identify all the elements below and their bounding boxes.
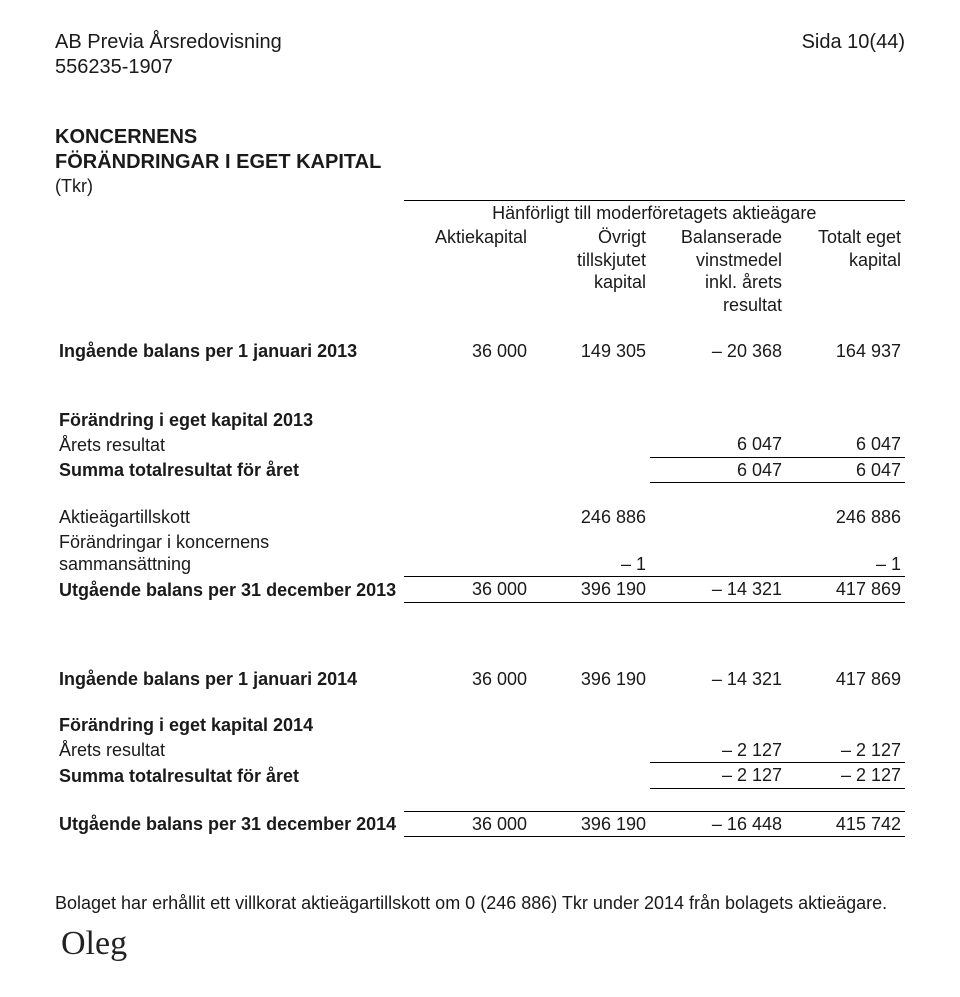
cell: 6 047 (786, 432, 905, 457)
cell: 164 937 (786, 339, 905, 364)
cell: 6 047 (650, 432, 786, 457)
col-head-c4-l1: Totalt eget (818, 227, 901, 247)
row-label: Utgående balans per 31 december 2014 (55, 811, 404, 837)
change-header-2014: Förändring i eget kapital 2014 (55, 713, 905, 738)
company-name: AB Previa Årsredovisning (55, 30, 282, 55)
row-label: Ingående balans per 1 januari 2014 (55, 667, 404, 692)
section-title-line1: KONCERNENS (55, 125, 905, 150)
col-head-balanserade: Balanserade vinstmedel inkl. årets resul… (650, 225, 786, 317)
cell: 36 000 (404, 577, 532, 603)
col-head-c3-l1: Balanserade (681, 227, 782, 247)
row-label: Utgående balans per 31 december 2013 (55, 577, 404, 603)
table-row: Förändring i eget kapital 2013 (55, 408, 905, 433)
table-row: Summa totalresultat för året 6 047 6 047 (55, 457, 905, 483)
col-head-totalt: Totalt eget kapital (786, 225, 905, 317)
cell: – 2 127 (786, 763, 905, 789)
row-label: Ingående balans per 1 januari 2013 (55, 339, 404, 364)
signature: Oleg (61, 925, 127, 962)
cell: – 2 127 (650, 738, 786, 763)
column-span-header-row: Hänförligt till moderföretagets aktieäga… (55, 200, 905, 225)
cell: 6 047 (650, 457, 786, 483)
table-row: Utgående balans per 31 december 2014 36 … (55, 811, 905, 837)
col-head-aktiekapital: Aktiekapital (404, 225, 532, 317)
cell: – 2 127 (650, 763, 786, 789)
equity-change-table: Hänförligt till moderföretagets aktieäga… (55, 200, 905, 838)
footnote-line: Bolaget har erhållit ett villkorat aktie… (55, 892, 905, 957)
org-number: 556235-1907 (55, 55, 282, 80)
table-row: Årets resultat – 2 127 – 2 127 (55, 738, 905, 763)
cell: – 2 127 (786, 738, 905, 763)
col-head-c2-l1: Övrigt (598, 227, 646, 247)
col-head-c3-l3: inkl. årets (705, 272, 782, 292)
table-row: Ingående balans per 1 januari 2014 36 00… (55, 667, 905, 692)
table-row: Årets resultat 6 047 6 047 (55, 432, 905, 457)
table-row: Aktieägartillskott 246 886 246 886 (55, 505, 905, 530)
table-row: Ingående balans per 1 januari 2013 36 00… (55, 339, 905, 364)
cell: 36 000 (404, 667, 532, 692)
cell: 246 886 (531, 505, 650, 530)
col-head-ovrigt: Övrigt tillskjutet kapital (531, 225, 650, 317)
table-row: Summa totalresultat för året – 2 127 – 2… (55, 763, 905, 789)
cell: – 14 321 (650, 667, 786, 692)
cell: 396 190 (531, 667, 650, 692)
row-label: Årets resultat (55, 738, 404, 763)
page-header: AB Previa Årsredovisning 556235-1907 Sid… (55, 30, 905, 80)
cell: 36 000 (404, 339, 532, 364)
cell: – 1 (531, 530, 650, 577)
row-label: Årets resultat (55, 432, 404, 457)
cell: 149 305 (531, 339, 650, 364)
col-head-c2-l3: kapital (594, 272, 646, 292)
header-left: AB Previa Årsredovisning 556235-1907 (55, 30, 282, 80)
page-number: Sida 10(44) (802, 30, 905, 55)
cell: – 1 (786, 530, 905, 577)
column-header-row: Aktiekapital Övrigt tillskjutet kapital … (55, 225, 905, 317)
table-row: Utgående balans per 31 december 2013 36 … (55, 577, 905, 603)
cell: 36 000 (404, 811, 532, 837)
row-label: Summa totalresultat för året (55, 763, 404, 789)
col-head-c4-l2: kapital (849, 250, 901, 270)
column-span-header: Hänförligt till moderföretagets aktieäga… (404, 200, 906, 225)
cell: – 14 321 (650, 577, 786, 603)
col-head-c3-l2: vinstmedel (696, 250, 782, 270)
cell: 417 869 (786, 667, 905, 692)
change-header-2013: Förändring i eget kapital 2013 (55, 408, 905, 433)
table-row: Förändringar i koncernens sammansättning… (55, 530, 905, 577)
footnote-text: Bolaget har erhållit ett villkorat aktie… (55, 893, 887, 913)
cell: – 16 448 (650, 811, 786, 837)
cell: – 20 368 (650, 339, 786, 364)
row-label: Summa totalresultat för året (55, 457, 404, 483)
cell: 417 869 (786, 577, 905, 603)
col-head-c2-l2: tillskjutet (577, 250, 646, 270)
section-title-line2: FÖRÄNDRINGAR I EGET KAPITAL (55, 150, 905, 175)
cell: 6 047 (786, 457, 905, 483)
cell: 415 742 (786, 811, 905, 837)
row-label: Aktieägartillskott (55, 505, 404, 530)
cell: 246 886 (786, 505, 905, 530)
table-row: Förändring i eget kapital 2014 (55, 713, 905, 738)
cell: 396 190 (531, 811, 650, 837)
row-label: Förändringar i koncernens sammansättning (55, 530, 404, 577)
cell: 396 190 (531, 577, 650, 603)
currency-unit: (Tkr) (55, 175, 905, 198)
col-head-c3-l4: resultat (723, 295, 782, 315)
